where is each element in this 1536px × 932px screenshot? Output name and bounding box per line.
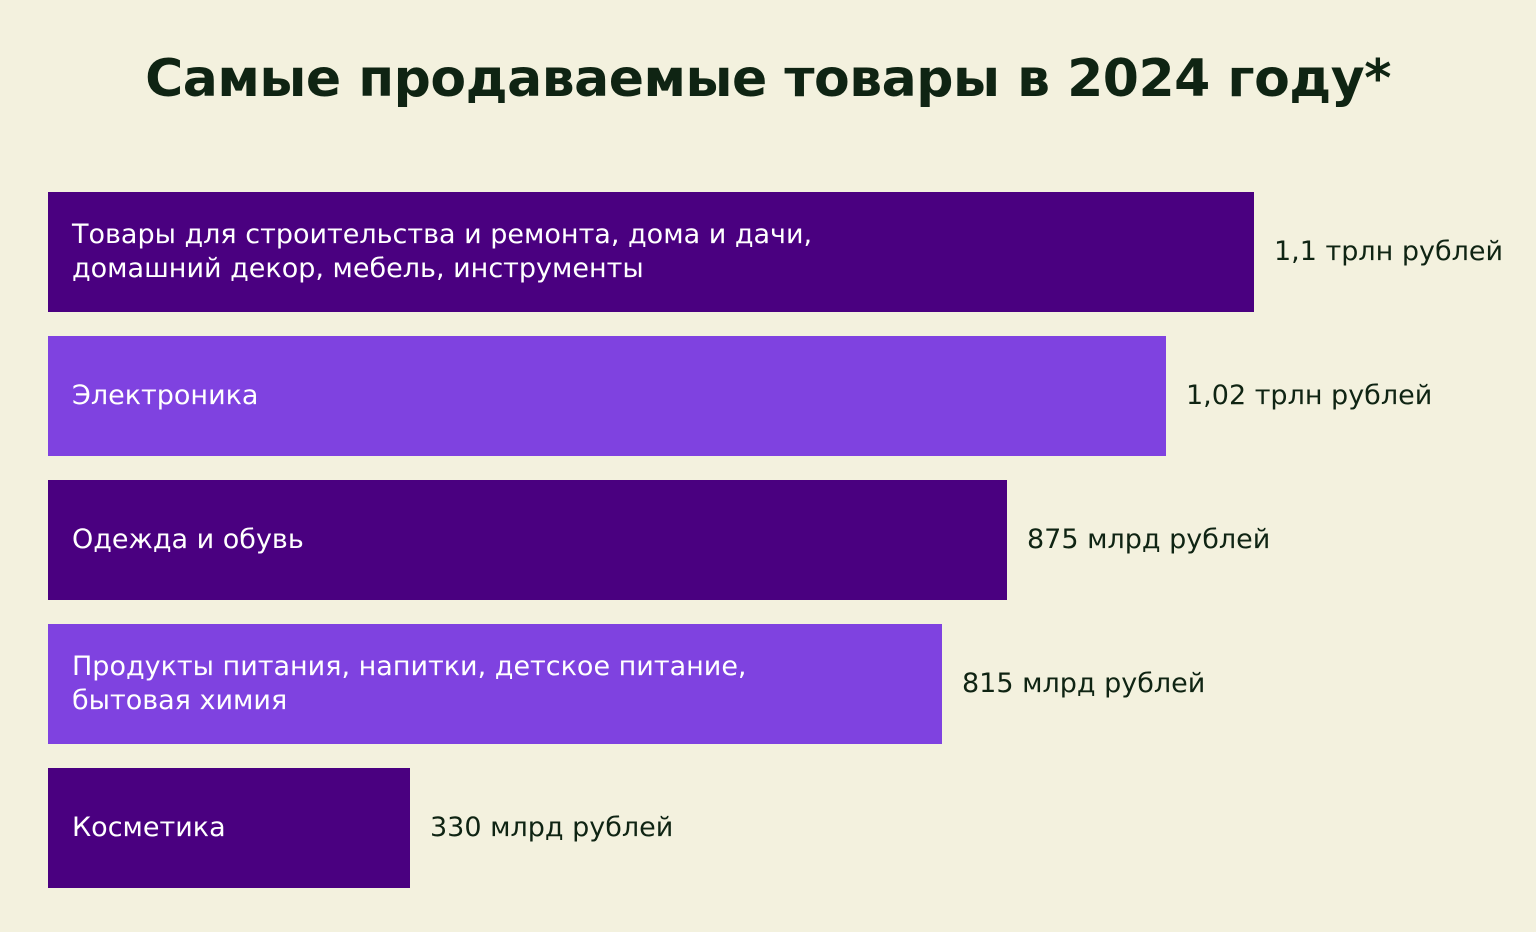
bar: Товары для строительства и ремонта, дома… <box>48 192 1254 312</box>
value-label: 1,02 трлн рублей <box>1186 380 1433 411</box>
bar: Электроника <box>48 336 1166 456</box>
value-label: 330 млрд рублей <box>430 812 674 843</box>
bar: Одежда и обувь <box>48 480 1007 600</box>
value-label: 875 млрд рублей <box>1027 524 1271 555</box>
category-label: Электроника <box>72 380 259 411</box>
value-label: 1,1 трлн рублей <box>1274 236 1504 267</box>
category-label: Товары для строительства и ремонта, дома… <box>72 219 813 284</box>
category-label: Одежда и обувь <box>72 524 304 555</box>
bar: Косметика <box>48 768 410 888</box>
category-label: Косметика <box>72 812 226 843</box>
chart-title: Самые продаваемые товары в 2024 году* <box>145 49 1391 109</box>
category-label: Продукты питания, напитки, детское питан… <box>72 651 747 716</box>
bar: Продукты питания, напитки, детское питан… <box>48 624 942 744</box>
value-label: 815 млрд рублей <box>962 668 1206 699</box>
